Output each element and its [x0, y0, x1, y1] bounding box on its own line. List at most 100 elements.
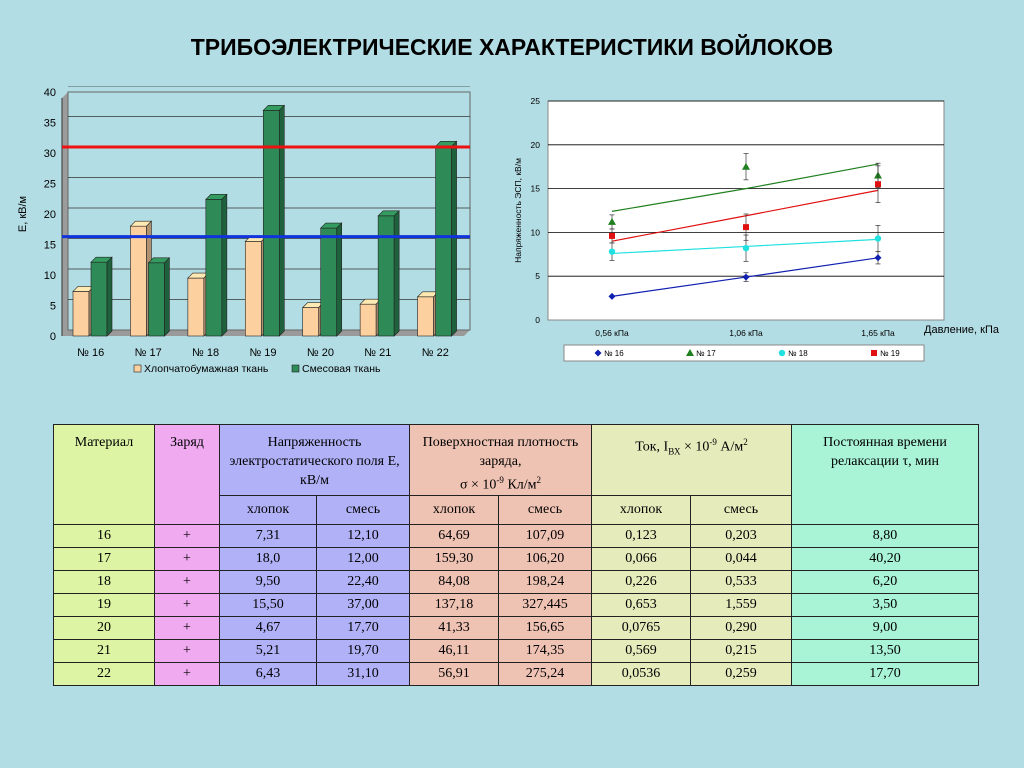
- bar-chart-side-wall: [62, 92, 68, 336]
- cell-charge: +: [154, 547, 220, 571]
- bar-chart: 0 5 10 15 20 25 30 35 40 Е, кВ/м № 16 № 17 № 18 № 19 №…: [16, 86, 486, 386]
- line-chart-legend-marker: [778, 349, 786, 357]
- bar-cotton: [417, 296, 434, 337]
- cell-e-blend: 12,00: [316, 547, 410, 571]
- cell-current-blend: 0,215: [690, 639, 792, 663]
- bar-side-face: [451, 140, 457, 337]
- line-chart-point: [874, 235, 882, 242]
- header-current-exp: -9: [709, 437, 717, 447]
- table-header-row: Материал Заряд Напряженность электростат…: [53, 424, 979, 525]
- line-chart-point: [608, 217, 616, 225]
- header-sigma-line2: σ × 10: [459, 477, 497, 493]
- bar-side-face: [106, 256, 113, 337]
- line-chart: 0 5 10 15 20 25 Напряженность ЭСП, кВ/м 0,56 кП…: [513, 96, 945, 362]
- bar-chart-y-tick-label: 30: [44, 148, 56, 160]
- cell-sigma-cotton: 84,08: [409, 570, 499, 594]
- bar-blend: [435, 145, 452, 337]
- cell-current-cotton: 0,653: [591, 593, 691, 617]
- line-chart-point: [742, 162, 750, 170]
- cell-sigma-blend: 198,24: [498, 570, 592, 594]
- bar-side-face: [221, 193, 228, 337]
- cell-sigma-blend: 107,09: [498, 524, 592, 548]
- cell-sigma-cotton: 64,69: [409, 524, 499, 548]
- cell-sigma-blend: 156,65: [498, 616, 592, 640]
- cell-sigma-cotton: 159,30: [409, 547, 499, 571]
- cell-sigma-cotton: 137,18: [409, 593, 499, 617]
- cell-e-blend: 19,70: [316, 639, 410, 663]
- bar-chart-y-tick-label: 5: [50, 301, 56, 313]
- bar-side-face: [393, 210, 400, 337]
- cell-sigma-blend: 327,445: [498, 593, 592, 617]
- cell-tau: 6,20: [791, 570, 979, 594]
- cell-e-cotton: 6,43: [219, 662, 317, 686]
- bar-side-face: [164, 257, 170, 337]
- cell-charge: +: [154, 662, 220, 686]
- bar-chart-legend-label: Хлопчатобумажная ткань: [144, 363, 269, 375]
- line-chart-legend-marker: [686, 349, 694, 356]
- cell-charge: +: [154, 616, 220, 640]
- cell-current-cotton: 0,0536: [591, 662, 691, 686]
- cell-material: 18: [53, 570, 155, 594]
- line-chart-y-tick-label: 15: [531, 184, 541, 194]
- line-chart-point: [743, 224, 749, 231]
- cell-charge: +: [154, 524, 220, 548]
- data-table: Материал Заряд Напряженность электростат…: [53, 424, 979, 686]
- cell-e-cotton: 18,0: [219, 547, 317, 571]
- cell-sigma-blend: 275,24: [498, 662, 592, 686]
- line-chart-point: [874, 254, 882, 262]
- cell-current-cotton: 0,226: [591, 570, 691, 594]
- cell-material: 20: [53, 616, 155, 640]
- cell-material: 22: [53, 662, 155, 686]
- bar-chart-y-tick-label: 35: [44, 118, 56, 130]
- bar-chart-x-tick-label: № 22: [422, 347, 449, 359]
- header-material: Материал: [53, 424, 155, 525]
- line-chart-y-tick-label: 5: [535, 271, 540, 281]
- header-sigma-unit: Кл/м: [503, 477, 537, 493]
- bar-chart-legend-swatch: [291, 364, 300, 373]
- bar-chart-x-tick-label: № 17: [135, 347, 162, 359]
- line-chart-point: [609, 232, 615, 239]
- line-chart-legend-marker: [871, 350, 877, 356]
- cell-current-cotton: 0,066: [591, 547, 691, 571]
- line-chart-y-axis-label: Напряженность ЭСП, кВ/м: [513, 158, 523, 263]
- bar-chart-x-tick-label: № 18: [192, 347, 219, 359]
- cell-e-blend: 17,70: [316, 616, 410, 640]
- bar-chart-x-tick-label: № 19: [249, 347, 276, 359]
- cell-current-blend: 1,559: [690, 593, 792, 617]
- bar-blend: [377, 215, 395, 337]
- header-current-label: Ток, I: [635, 439, 669, 455]
- line-chart-y-tick-label: 0: [535, 315, 540, 325]
- table-subheader-row: хлопок смесь хлопок смесь хлопок смесь: [54, 495, 979, 525]
- bar-chart-y-tick-label: 10: [44, 270, 56, 282]
- cell-current-cotton: 0,0765: [591, 616, 691, 640]
- bar-chart-y-tick-label: 15: [44, 240, 56, 252]
- line-chart-x-axis-label: Давление, кПа: [924, 324, 999, 336]
- bar-chart-y-tick-label: 25: [44, 179, 56, 191]
- table-row: 20 +4,67 17,70 41,33 156,65 0,0765 0,290 9,00: [53, 616, 979, 640]
- cell-e-blend: 22,40: [316, 570, 410, 594]
- cell-sigma-cotton: 56,91: [409, 662, 499, 686]
- cell-current-blend: 0,044: [690, 547, 792, 571]
- bar-side-face: [336, 222, 343, 337]
- subheader-sigma-cotton: хлопок: [409, 495, 499, 525]
- cell-current-blend: 0,290: [690, 616, 792, 640]
- header-current: Ток, IВХ × 10-9 А/м2: [591, 424, 792, 496]
- line-chart-plot-area: [547, 100, 945, 321]
- line-chart-x-tick-label: 0,56 кПа: [595, 328, 629, 338]
- cell-e-blend: 37,00: [316, 593, 410, 617]
- cell-current-blend: 0,259: [690, 662, 792, 686]
- cell-material: 21: [53, 639, 155, 663]
- cell-current-blend: 0,203: [690, 524, 792, 548]
- bar-cotton: [72, 291, 90, 337]
- line-chart-legend-marker: [594, 349, 602, 357]
- header-tau: Постоянная времени релаксации τ, мин: [791, 424, 979, 525]
- cell-e-cotton: 5,21: [219, 639, 317, 663]
- cell-current-cotton: 0,123: [591, 524, 691, 548]
- header-e-field: Напряженность электростатического поля Е…: [219, 424, 410, 496]
- line-chart-legend-box: [563, 344, 925, 362]
- line-chart-point: [742, 273, 750, 281]
- page-title: ТРИБОЭЛЕКТРИЧЕСКИЕ ХАРАКТЕРИСТИКИ ВОЙЛОК…: [190, 34, 834, 60]
- header-current-mult: × 10: [680, 439, 710, 455]
- bar-chart-legend-label: Смесовая ткань: [302, 363, 381, 375]
- cell-sigma-blend: 106,20: [498, 547, 592, 571]
